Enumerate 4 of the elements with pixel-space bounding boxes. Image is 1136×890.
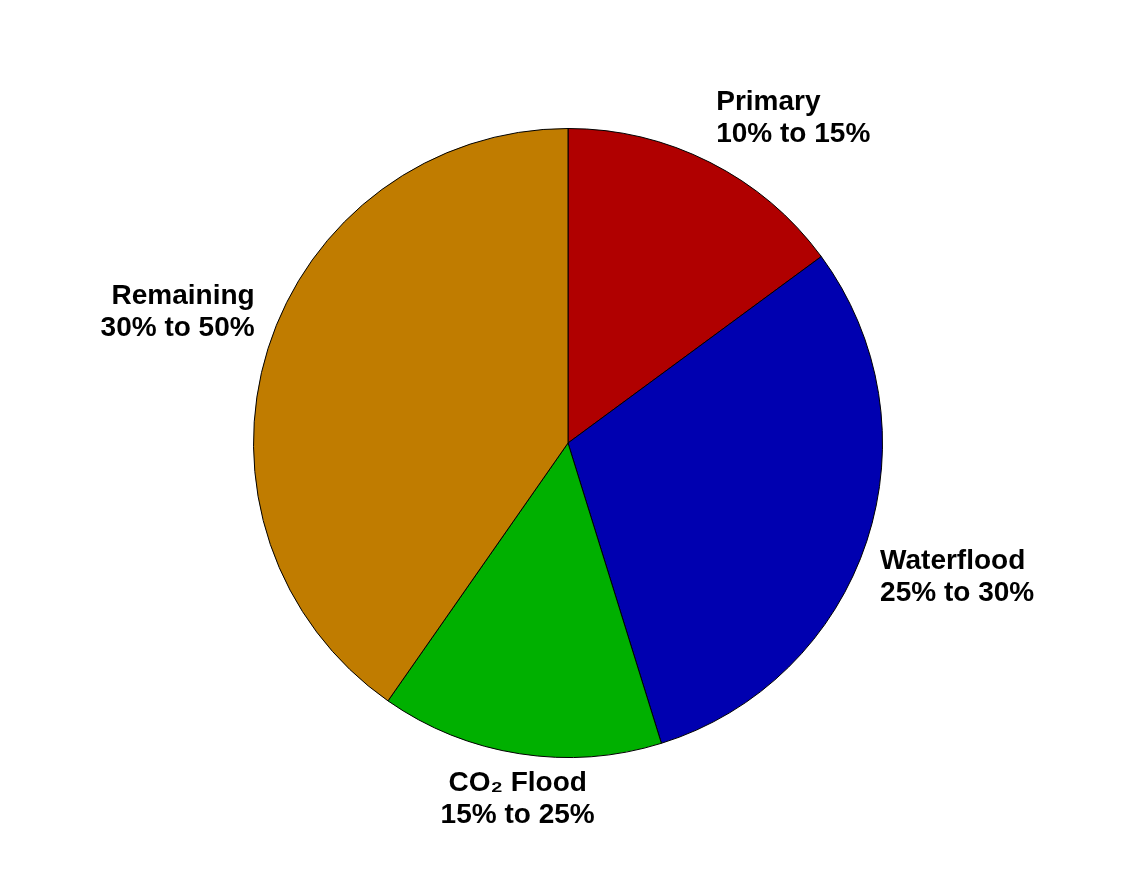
slice-label: Primary 10% to 15%: [716, 84, 871, 148]
slice-label: Waterflood 25% to 30%: [880, 544, 1035, 608]
slice-label: CO₂ Flood 15% to 25%: [440, 766, 595, 830]
slice-label: Remaining 30% to 50%: [100, 279, 255, 343]
